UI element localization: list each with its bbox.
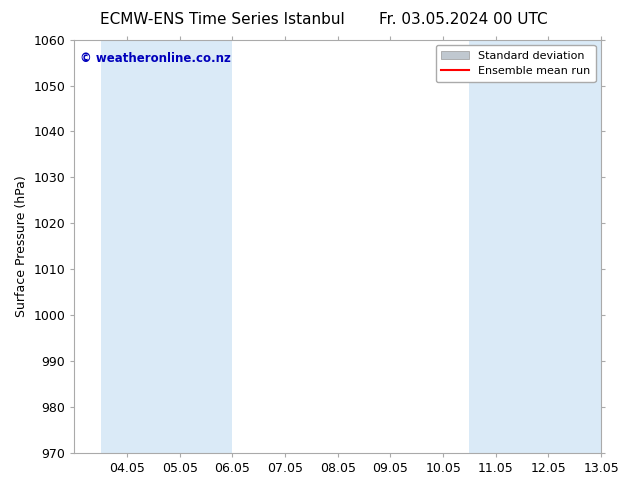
- Y-axis label: Surface Pressure (hPa): Surface Pressure (hPa): [15, 175, 28, 317]
- Legend: Standard deviation, Ensemble mean run: Standard deviation, Ensemble mean run: [436, 45, 595, 82]
- Text: Fr. 03.05.2024 00 UTC: Fr. 03.05.2024 00 UTC: [378, 12, 547, 27]
- Text: © weatheronline.co.nz: © weatheronline.co.nz: [80, 52, 231, 65]
- Bar: [101, 40, 233, 453]
- Bar: [469, 40, 601, 453]
- Text: ECMW-ENS Time Series Istanbul: ECMW-ENS Time Series Istanbul: [100, 12, 344, 27]
